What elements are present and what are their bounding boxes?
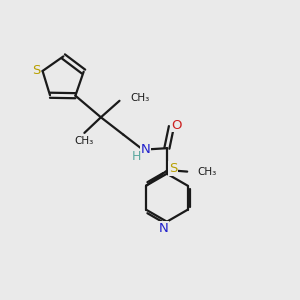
Text: H: H: [132, 150, 141, 163]
Text: S: S: [169, 162, 177, 175]
Text: CH₃: CH₃: [198, 167, 217, 177]
Text: O: O: [172, 118, 182, 132]
Text: N: N: [158, 222, 168, 235]
Text: S: S: [32, 64, 40, 77]
Text: CH₃: CH₃: [130, 93, 149, 103]
Text: N: N: [141, 143, 151, 156]
Text: CH₃: CH₃: [75, 136, 94, 146]
